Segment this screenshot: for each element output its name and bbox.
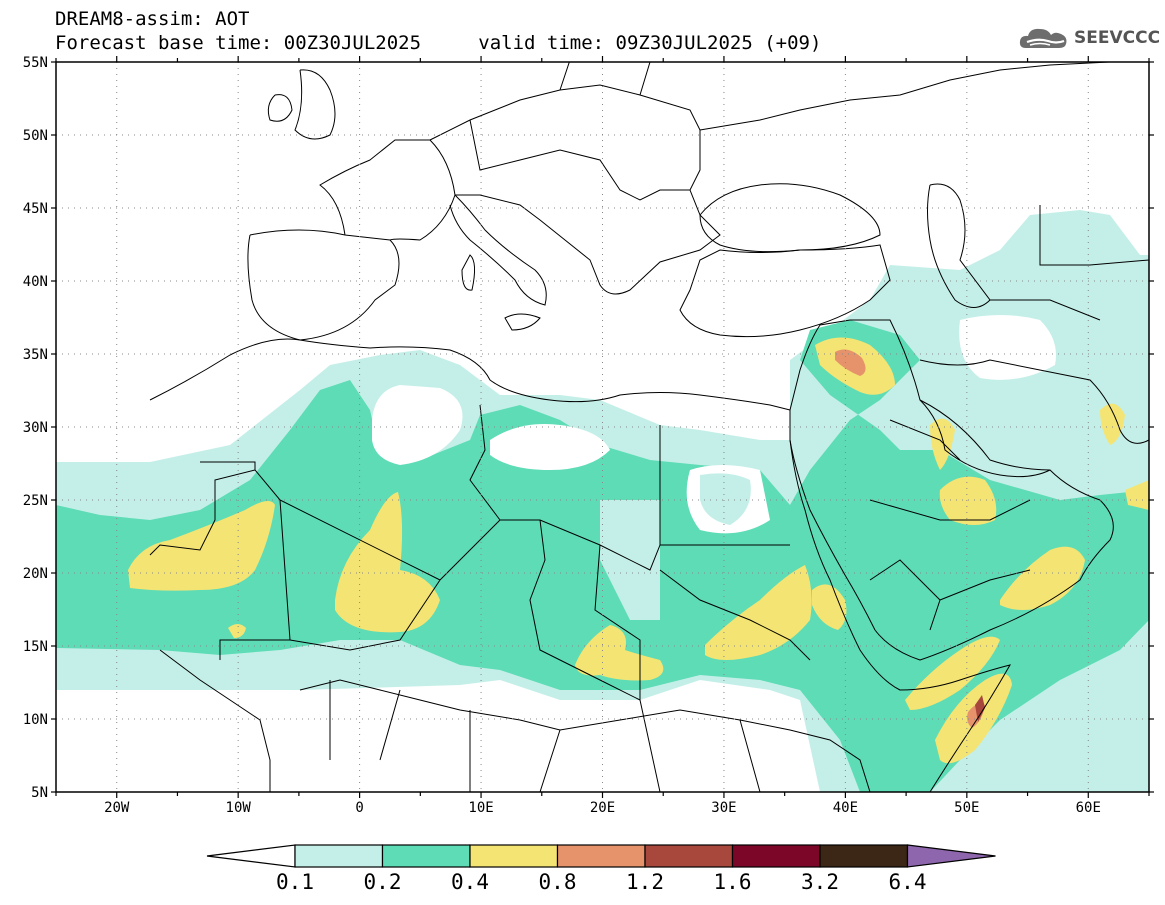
colorbar-label: 1.2 — [626, 870, 664, 894]
lon-label: 20W — [104, 800, 130, 816]
colorbar-max-arrow — [906, 844, 996, 868]
aot-band-0.4 — [128, 337, 1149, 764]
colorbar-label: 1.6 — [714, 870, 752, 894]
colorbar-swatch — [294, 844, 384, 868]
lon-label: 0 — [355, 800, 363, 816]
colorbar-label: 0.1 — [276, 870, 314, 894]
colorbar-swatch — [381, 844, 471, 868]
colorbar-swatch — [644, 844, 734, 868]
logo-text: SEEVCCC — [1074, 28, 1161, 48]
colorbar-swatch — [731, 844, 821, 868]
lat-label: 50N — [23, 128, 48, 144]
lon-label: 10E — [468, 800, 493, 816]
colorbar-swatch — [469, 844, 559, 868]
lat-label: 15N — [23, 639, 48, 655]
lon-label: 10W — [226, 800, 252, 816]
lat-label: 10N — [23, 712, 48, 728]
lat-label: 25N — [23, 493, 48, 509]
lat-label: 5N — [31, 785, 48, 801]
colorbar-label: 0.2 — [364, 870, 402, 894]
lon-label: 40E — [833, 800, 858, 816]
colorbar-label: 6.4 — [889, 870, 927, 894]
lon-label: 60E — [1076, 800, 1101, 816]
map-title: DREAM8-assim: AOT — [55, 8, 250, 30]
valid-time-label: valid time: 09Z30JUL2025 (+09) — [478, 32, 822, 54]
colorbar-label: 3.2 — [801, 870, 839, 894]
lat-label: 40N — [23, 274, 48, 290]
colorbar-min-arrow — [206, 844, 296, 868]
colorbar: 0.1 0.2 0.4 0.8 1.2 1.6 3.2 6.4 — [206, 844, 996, 894]
lon-label: 20E — [590, 800, 615, 816]
lon-label: 30E — [711, 800, 736, 816]
cloud-logo-icon — [1019, 28, 1067, 48]
colorbar-label: 0.4 — [451, 870, 489, 894]
colorbar-label: 0.8 — [539, 870, 577, 894]
lat-label: 20N — [23, 566, 48, 582]
lat-label: 35N — [23, 347, 48, 363]
aot-field — [56, 62, 1149, 792]
map-boundaries — [149, 62, 1149, 792]
lat-label: 45N — [23, 201, 48, 217]
seevccc-logo: SEEVCCC — [1018, 24, 1160, 52]
lon-label: 50E — [954, 800, 979, 816]
base-time-label: Forecast base time: 00Z30JUL2025 — [55, 32, 422, 54]
lat-label: 30N — [23, 420, 48, 436]
lat-label: 55N — [23, 55, 48, 71]
time-info: Forecast base time: 00Z30JUL2025 valid t… — [55, 32, 821, 54]
colorbar-swatch — [819, 844, 909, 868]
colorbar-swatch — [556, 844, 646, 868]
graticule — [56, 62, 1149, 792]
